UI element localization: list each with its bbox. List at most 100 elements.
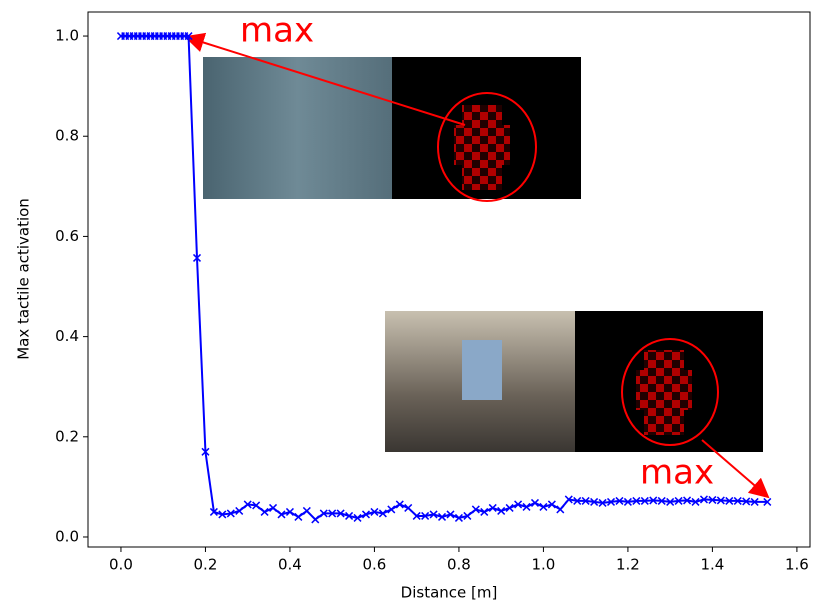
data-point	[319, 509, 328, 518]
data-point	[285, 507, 294, 516]
data-point	[277, 510, 286, 519]
data-point	[547, 500, 556, 509]
data-point	[226, 509, 235, 518]
y-axis-label: Max tactile activation	[15, 198, 33, 360]
tactile-pattern	[454, 105, 510, 190]
x-tick-label: 0.4	[278, 556, 302, 574]
data-point	[361, 510, 371, 519]
data-point	[209, 507, 218, 516]
data-point	[353, 513, 362, 522]
data-point	[328, 509, 337, 518]
data-point	[294, 512, 303, 521]
data-point	[699, 495, 708, 504]
highlight-circle	[437, 92, 537, 202]
person	[462, 340, 502, 400]
data-point	[725, 496, 734, 505]
data-point	[463, 511, 472, 520]
data-point	[454, 513, 463, 522]
data-point	[674, 496, 683, 505]
y-tick-label: 0.2	[55, 427, 79, 445]
data-point	[649, 496, 658, 505]
data-point	[311, 515, 320, 524]
data-point	[269, 503, 278, 512]
y-tick-label: 0.0	[55, 527, 79, 545]
data-point	[530, 498, 540, 507]
data-point	[514, 500, 523, 509]
data-point	[606, 497, 616, 506]
x-tick-label: 1.6	[785, 556, 809, 574]
data-point	[615, 496, 624, 505]
data-point	[742, 497, 751, 506]
data-point	[192, 253, 202, 262]
x-tick-label: 0.6	[363, 556, 387, 574]
data-point	[395, 500, 404, 509]
data-point	[716, 496, 725, 505]
data-point	[404, 503, 413, 512]
data-point	[243, 500, 252, 509]
data-point	[666, 497, 675, 506]
data-point	[573, 496, 582, 505]
data-point	[750, 497, 759, 506]
data-point	[708, 495, 717, 504]
x-tick-label: 1.2	[616, 556, 640, 574]
x-axis-label: Distance [m]	[401, 584, 498, 602]
x-tick-label: 1.0	[531, 556, 555, 574]
data-point	[556, 505, 565, 514]
data-point	[623, 497, 632, 506]
data-point	[370, 507, 379, 516]
tactile-pattern	[636, 350, 692, 435]
x-tick-label: 0.2	[194, 556, 218, 574]
data-point	[581, 496, 590, 505]
data-point	[632, 496, 641, 505]
data-point	[539, 502, 548, 511]
y-tick-label: 0.6	[55, 227, 79, 245]
data-point	[505, 503, 514, 512]
data-point	[429, 510, 438, 519]
y-tick-label: 0.4	[55, 327, 79, 345]
data-point	[252, 501, 261, 510]
data-point	[471, 505, 480, 514]
data-point	[683, 496, 692, 505]
inset-top	[203, 57, 581, 202]
data-point	[260, 507, 269, 516]
data-point	[235, 506, 244, 515]
data-point	[640, 496, 649, 505]
data-point	[564, 495, 573, 504]
data-point	[488, 503, 497, 512]
data-point	[412, 511, 421, 520]
annotation: max	[640, 453, 714, 493]
annotation-arrow	[701, 439, 770, 499]
data-point	[657, 496, 666, 505]
data-point	[421, 511, 430, 520]
data-point	[184, 32, 193, 41]
axes-frame	[87, 11, 811, 548]
data-point	[480, 507, 489, 516]
data-point	[590, 497, 599, 506]
camera-image	[203, 57, 392, 199]
data-point	[302, 506, 311, 515]
x-tick-label: 1.4	[700, 556, 724, 574]
annotation: max	[240, 11, 314, 51]
data-point	[218, 510, 227, 519]
data-point	[446, 510, 455, 519]
inset-bottom	[385, 311, 763, 452]
highlight-circle	[621, 338, 719, 446]
data-point	[437, 512, 447, 521]
data-point	[387, 505, 396, 514]
data-point	[497, 506, 506, 515]
data-point	[522, 502, 531, 511]
data-point	[378, 509, 387, 518]
data-point	[598, 498, 607, 507]
data-point	[336, 509, 345, 518]
y-tick-label: 1.0	[55, 27, 79, 45]
y-tick-label: 0.8	[55, 127, 79, 145]
data-point	[733, 496, 742, 505]
data-point	[345, 511, 354, 520]
data-point	[691, 497, 700, 506]
data-point	[201, 447, 210, 456]
annotation-arrow	[184, 32, 466, 126]
x-tick-label: 0.0	[109, 556, 133, 574]
data-point	[763, 497, 772, 506]
